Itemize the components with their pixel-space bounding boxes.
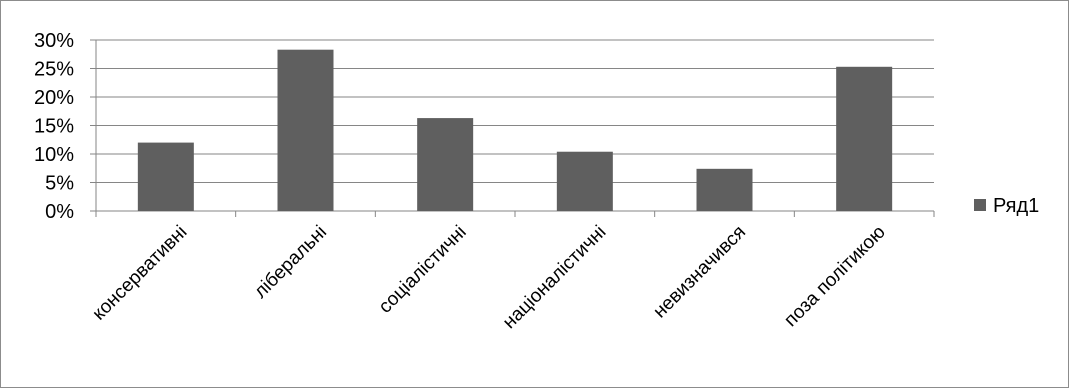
x-tick-label: невизначився [649, 222, 750, 323]
x-tick-label: консервативні [89, 222, 192, 325]
bar [696, 168, 753, 211]
y-tick-label: 25% [34, 59, 74, 81]
bar [556, 151, 613, 211]
bar [417, 118, 474, 211]
bars [137, 49, 893, 211]
x-tick-label: соціалістичні [375, 222, 471, 318]
x-tick-label: ліберальні [250, 222, 331, 303]
bar [137, 142, 194, 211]
y-tick-labels: 0% 5% 10% 15% 20% 25% 30% [34, 30, 74, 223]
y-tick-label: 15% [34, 116, 74, 138]
x-tick-label: поза політикою [780, 222, 889, 331]
y-tick-label: 0% [45, 201, 74, 223]
legend-label: Ряд1 [993, 195, 1039, 217]
legend: Ряд1 [974, 195, 1039, 217]
legend-swatch [974, 199, 986, 211]
y-tick-label: 20% [34, 87, 74, 109]
gridlines [90, 39, 935, 217]
x-tick-label: націоналістичні [499, 222, 610, 333]
bar [277, 49, 334, 211]
y-tick-label: 5% [45, 173, 74, 195]
y-tick-label: 30% [34, 30, 74, 52]
x-tick-labels: консервативні ліберальні соціалістичні наці… [89, 222, 890, 333]
y-tick-label: 10% [34, 144, 74, 166]
axes [95, 40, 934, 212]
bar [836, 66, 893, 211]
